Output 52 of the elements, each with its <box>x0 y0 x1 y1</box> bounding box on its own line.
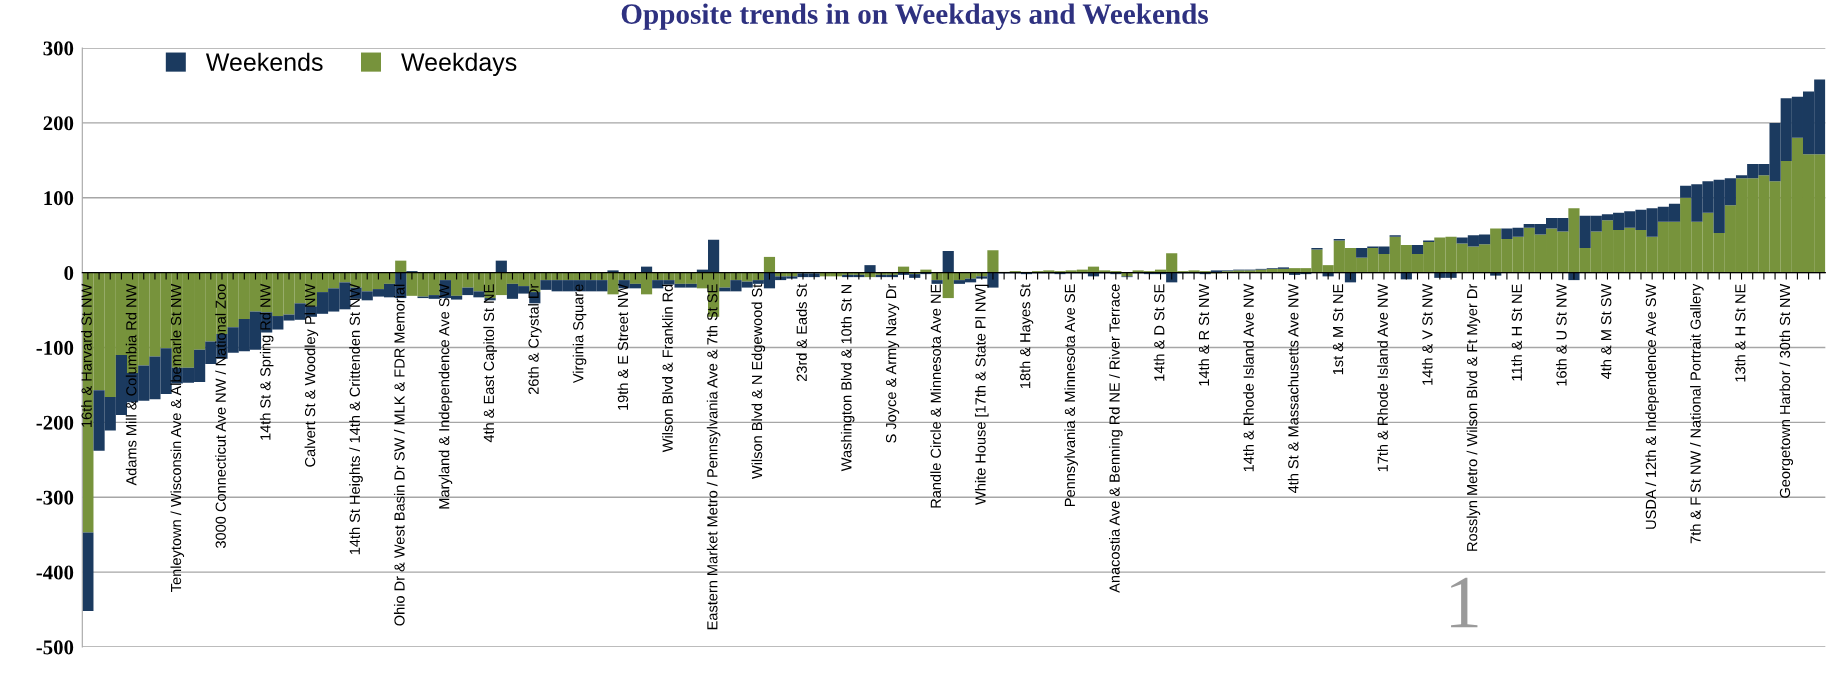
x-tick-label: 16th & U St NW <box>1555 283 1567 386</box>
y-tick-label: -100 <box>36 340 74 355</box>
x-tick-label: Anacostia Ave & Benning Rd NE / River Terrace <box>1109 284 1123 593</box>
x-tick-label: Ohio Dr & West Basin Dr SW / MLK & FDR Memorial <box>393 284 405 626</box>
y-tick-label: -200 <box>36 415 74 430</box>
x-tick-label: 14th & R St NW <box>1198 283 1210 386</box>
x-tick-label: 3000 Connecticut Ave NW / National Zoo <box>215 284 226 548</box>
x-tick-label: 11th & H St NE <box>1511 284 1522 381</box>
x-tick-label: Randle Circle & Minnesota Ave NE <box>930 284 941 508</box>
y-tick-label: -500 <box>36 640 74 655</box>
x-tick-label: 4th & East Capitol St NE <box>483 284 497 443</box>
x-tick-label: 13th & H St NE <box>1734 284 1746 382</box>
x-tick-label: Maryland & Independence Ave SW <box>438 283 453 509</box>
x-tick-label: Rosslyn Metro / Wilson Blvd & Ft Myer Dr <box>1466 283 1481 551</box>
x-tick-label: Pennsylvania & Minnesota Ave SE <box>1064 284 1078 507</box>
x-tick-label: White House [17th & State Pl NW] <box>974 284 989 505</box>
legend-label: Weekdays <box>401 52 517 76</box>
x-tick-label: 14th St Heights / 14th & Crittenden St NW <box>349 283 363 555</box>
x-tick-label: Wilson Blvd & Franklin Rd <box>662 284 673 453</box>
annotation: 1 <box>1451 577 1478 628</box>
y-tick-label: 0 <box>64 266 74 281</box>
legend-label: Weekends <box>205 52 323 72</box>
x-tick-label: Virginia Square <box>572 284 587 384</box>
x-tick-label: 16th & Harvard St NW <box>81 283 92 427</box>
y-tick-label: 100 <box>44 191 74 206</box>
x-tick-label: 18th & Hayes St <box>1019 283 1034 388</box>
x-tick-label: Eastern Market Metro / Pennsylvania Ave & 7th St SE <box>706 284 721 630</box>
x-tick-label: 7th & F St NW / National Portrait Gallery <box>1690 283 1704 544</box>
y-tick-label: -300 <box>36 490 74 505</box>
x-tick-label: 4th St & Massachusetts Ave NW <box>1287 283 1299 494</box>
x-tick-label: 23rd & Eads St <box>796 283 807 382</box>
y-tick-label: 300 <box>43 41 74 56</box>
y-tick-label: 200 <box>43 116 74 131</box>
x-tick-label: Tenleytown / Wisconsin Ave & Albemarle St NW <box>170 283 185 592</box>
x-tick-label: USDA / 12th & Independence Ave SW <box>1645 283 1659 529</box>
y-tick-label: -400 <box>36 565 74 580</box>
x-tick-label: 14th & V St NW <box>1421 283 1433 385</box>
x-tick-label: 19th & E Street NW <box>617 283 629 410</box>
x-tick-label: Washington Blvd & 10th St N <box>840 284 855 472</box>
x-tick-label: S Joyce & Army Navy Dr <box>885 283 900 443</box>
x-tick-label: 14th & D St SE <box>1153 284 1165 381</box>
chart-title: Opposite trends in on Weekdays and Weekends <box>621 3 1208 30</box>
x-tick-label: Georgetown Harbor / 30th St NW <box>1779 283 1794 498</box>
x-tick-label: 14th & Rhode Island Ave NW <box>1243 283 1254 472</box>
x-tick-label: 17th & Rhode Island Ave NW <box>1377 283 1388 472</box>
x-tick-label: Wilson Blvd & N Edgewood St <box>751 283 766 480</box>
x-tick-label: 1st & M St NE <box>1332 284 1344 375</box>
x-tick-label: 4th & M St SW <box>1600 283 1612 380</box>
x-tick-label: 26th & Crystal Dr <box>528 283 542 395</box>
x-tick-label: Calvert St & Woodley Pl NW <box>304 283 319 467</box>
x-tick-label: Adams Mill & Columbia Rd NW <box>125 283 137 486</box>
x-tick-label: 14th St & Spring Rd NW <box>259 283 274 440</box>
